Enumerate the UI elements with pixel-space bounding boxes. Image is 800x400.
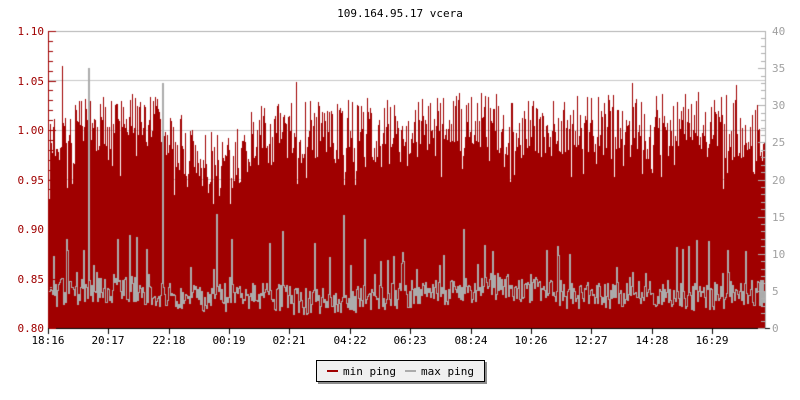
x-axis-label: 06:23 [393,334,427,347]
x-axis-label: 08:24 [454,334,488,347]
x-axis-label: 16:29 [695,334,729,347]
x-axis-label: 22:18 [152,334,186,347]
x-axis-label: 02:21 [272,334,306,347]
x-axis-label: 12:27 [574,334,608,347]
x-axis-label: 18:16 [31,334,65,347]
y-axis-left-label: 0.80 [17,322,45,335]
legend-item-max-ping: max ping [404,364,474,378]
y-axis-left-label: 0.90 [17,223,45,236]
y-axis-left-label: 1.00 [17,124,45,137]
x-axis-label: 04:22 [333,334,367,347]
y-axis-right-label: 15 [772,211,786,224]
legend-item-min-ping: min ping [327,365,396,378]
x-axis-label: 10:26 [514,334,548,347]
y-axis-right-label: 40 [772,25,786,38]
y-axis-right-label: 30 [772,99,786,112]
y-axis-right-label: 10 [772,248,786,261]
max-ping-swatch [404,370,416,372]
legend: min ping max ping [316,360,485,382]
y-axis-right-label: 5 [772,285,779,298]
x-axis-label: 20:17 [91,334,125,347]
legend-label-max-ping: max ping [420,364,474,378]
y-axis-right-label: 20 [772,174,786,187]
x-axis-label: 00:19 [212,334,246,347]
y-axis-left-label: 1.10 [17,25,45,38]
y-axis-left-label: 1.05 [17,75,45,88]
y-axis-right-label: 25 [772,136,786,149]
y-axis-left-label: 0.85 [17,273,45,286]
x-axis-label: 14:28 [635,334,669,347]
y-axis-right-label: 35 [772,62,786,75]
chart-title: 109.164.95.17 vcera [337,7,463,20]
min-ping-swatch [327,370,338,372]
y-axis-right-label: 0 [772,322,779,335]
legend-label-min-ping: min ping [343,364,396,378]
y-axis-left-label: 0.95 [17,174,45,187]
